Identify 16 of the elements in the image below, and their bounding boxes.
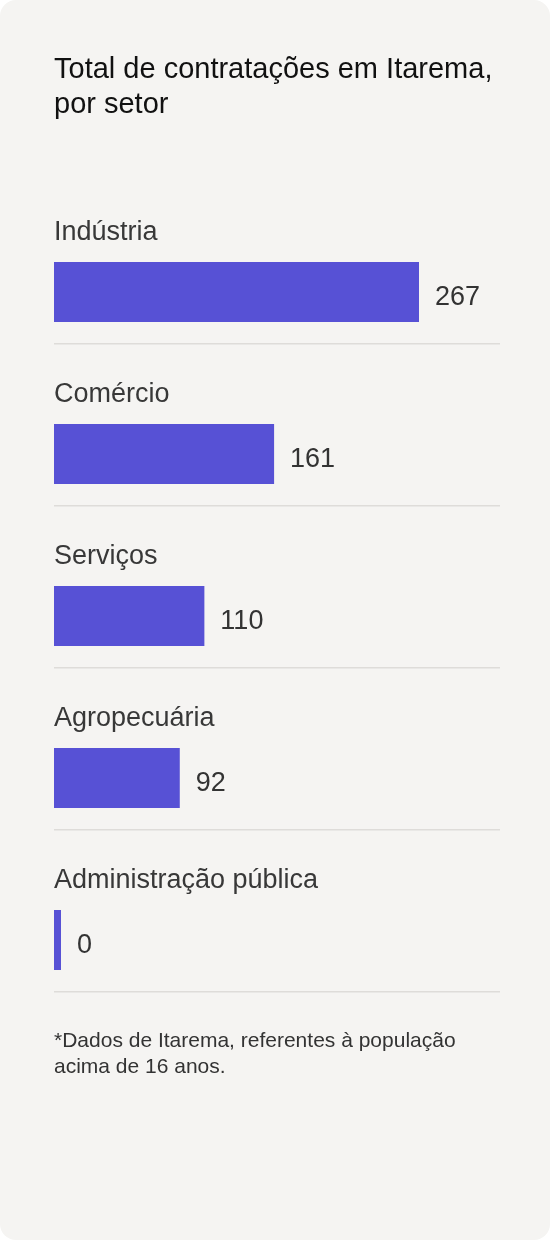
y-tick-label: Serviços: [54, 540, 158, 570]
chart-title: Total de contratações em Itarema, por setor: [54, 52, 493, 119]
data-label: 267: [435, 281, 481, 311]
bar: [54, 424, 275, 484]
y-tick-label: Agropecuária: [54, 702, 216, 732]
y-tick-label: Indústria: [54, 216, 159, 246]
annotation: *Dados de Itarema, referentes à população acima de 16 anos.: [54, 1028, 456, 1077]
bar: [54, 586, 205, 646]
data-label: 161: [290, 443, 336, 473]
bar: [54, 748, 180, 808]
y-tick-label: Comércio: [54, 378, 170, 408]
data-label: 92: [195, 767, 226, 797]
bar: [54, 262, 419, 322]
data-label: 0: [77, 929, 93, 959]
data-label: 110: [220, 605, 264, 635]
y-tick-label: Administração pública: [54, 864, 320, 894]
